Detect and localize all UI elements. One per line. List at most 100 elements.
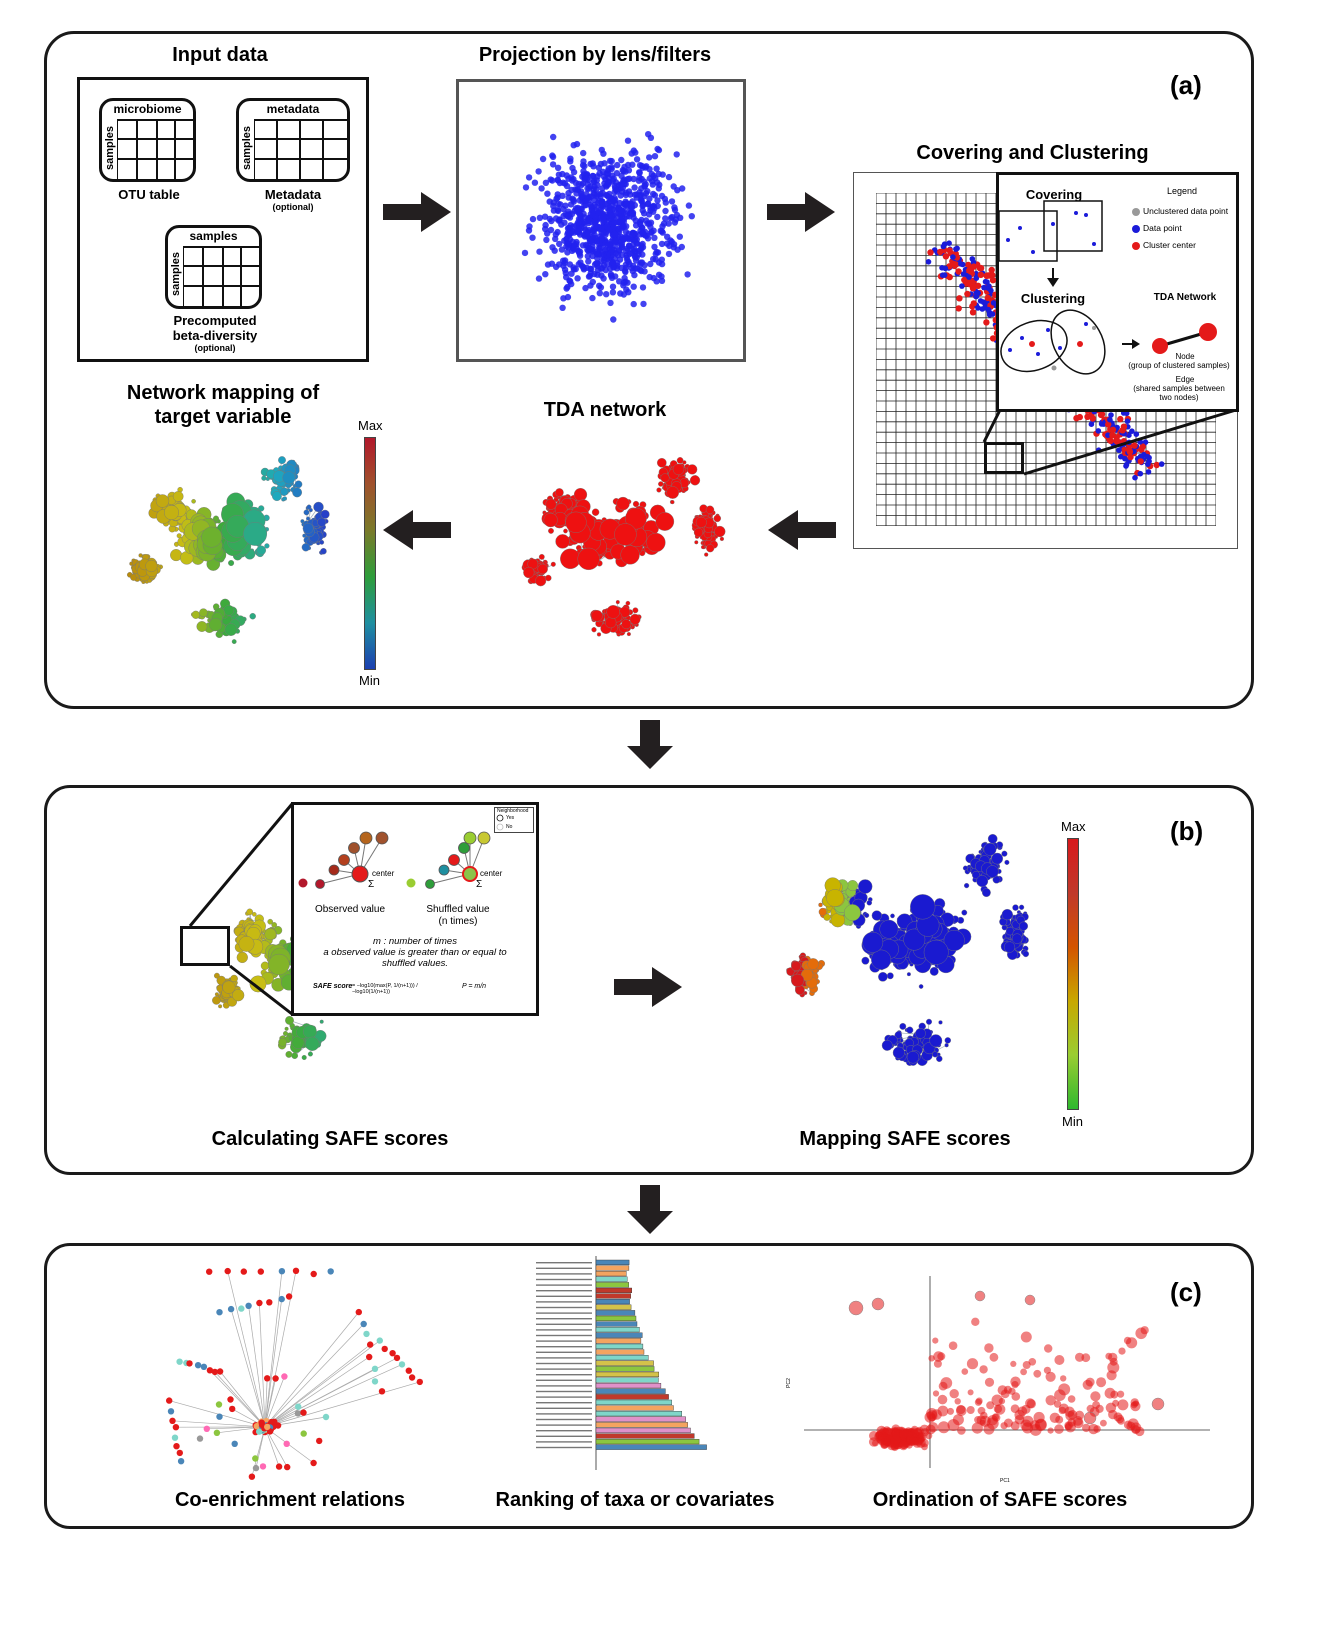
projection-point <box>593 186 600 193</box>
projection-point <box>637 221 644 228</box>
metadata-table-note: (optional) <box>272 202 314 212</box>
shuffled-center-label: center <box>480 869 503 878</box>
inset-clustering-diagram <box>1000 309 1217 375</box>
projection-point <box>584 181 592 188</box>
projection-point <box>671 204 678 211</box>
network-node <box>866 900 873 906</box>
network-node <box>278 456 286 464</box>
network-node <box>303 509 310 516</box>
network-node <box>246 908 253 916</box>
projection-point <box>554 164 562 171</box>
projection-box <box>456 79 746 362</box>
safe-inset <box>291 802 539 1016</box>
network-node <box>591 508 600 516</box>
m-definition-2: a observed value is greater than or equa… <box>323 947 507 958</box>
data-point <box>966 274 972 280</box>
inset-edge-desc-1: (shared samples between <box>1133 384 1225 393</box>
network-node <box>936 1055 943 1062</box>
projection-point <box>636 192 643 199</box>
network-node <box>944 1043 949 1048</box>
projection-point <box>660 220 668 227</box>
network-node <box>1001 850 1008 857</box>
metadata-table-side: samples <box>241 125 253 171</box>
cluster-center-point <box>970 300 977 307</box>
projection-point <box>648 229 655 236</box>
network-node <box>224 623 238 636</box>
network-node <box>278 1037 287 1047</box>
network-node <box>906 1026 914 1034</box>
observed-center-label: center <box>372 869 395 878</box>
projection-point <box>584 253 591 260</box>
projection-point <box>628 210 636 218</box>
projection-point <box>610 263 618 271</box>
projection-point <box>564 229 572 236</box>
network-node <box>238 936 255 952</box>
projection-point <box>577 205 584 213</box>
network-node <box>818 902 823 908</box>
projection-point <box>531 179 539 186</box>
metadata-table-caption: Metadata <box>264 187 322 202</box>
cluster-center-point <box>927 249 934 256</box>
projection-point <box>575 247 582 255</box>
projection-point <box>629 198 636 205</box>
inset-down-arrow <box>1047 268 1059 287</box>
observed-value-label: Observed value <box>314 904 386 915</box>
shuffled-neighborhood-diagram <box>406 831 491 889</box>
projection-point <box>662 215 669 222</box>
projection-point <box>593 249 600 256</box>
projection-point <box>643 232 650 239</box>
projection-point <box>598 272 605 279</box>
projection-point <box>587 265 594 272</box>
projection-point <box>654 197 661 204</box>
p-equation: P = m/n <box>462 983 487 990</box>
projection-point <box>622 189 630 196</box>
projection-point <box>636 169 643 176</box>
network-node <box>196 621 208 632</box>
network-node <box>232 989 245 1002</box>
projection-point <box>618 172 625 180</box>
projection-point <box>529 215 537 223</box>
projection-point <box>629 231 636 238</box>
inset-node-label: Node <box>1175 352 1195 361</box>
network-node <box>714 525 726 538</box>
network-node <box>573 487 588 502</box>
projection-point <box>552 231 559 238</box>
network-node <box>208 618 223 632</box>
projection-point <box>633 240 641 247</box>
projection-point <box>612 231 619 239</box>
cluster-center-point <box>1114 438 1122 446</box>
data-point <box>977 298 984 304</box>
projection-point <box>574 219 582 226</box>
projection-point <box>529 234 536 241</box>
network-node <box>223 604 235 616</box>
projection-point <box>626 175 633 182</box>
network-node <box>317 517 327 527</box>
projection-point <box>605 165 612 172</box>
cluster-center-point <box>955 268 962 275</box>
projection-point <box>658 273 665 280</box>
data-point <box>1108 412 1114 418</box>
projection-point <box>614 161 621 169</box>
network-node <box>264 928 277 941</box>
panel-b-tag: (b) <box>1170 816 1204 846</box>
projection-point <box>685 202 693 209</box>
projection-point <box>651 192 659 199</box>
network-node <box>705 505 715 515</box>
projection-point <box>591 219 599 226</box>
network-node <box>523 566 535 579</box>
data-point <box>982 305 988 311</box>
projection-point <box>602 246 609 254</box>
network-node <box>676 457 684 464</box>
data-point <box>1122 455 1128 462</box>
network-node <box>302 533 307 538</box>
projection-point <box>617 290 624 297</box>
network-node <box>672 463 685 476</box>
cluster-center-point <box>942 253 950 260</box>
network-node <box>938 1020 943 1025</box>
cluster-center-point <box>989 335 997 342</box>
projection-point <box>536 214 544 221</box>
colorbar-a-max: Max <box>358 418 383 433</box>
covering-title: Covering and Clustering <box>916 142 1149 164</box>
data-point <box>946 240 952 246</box>
network-node <box>971 871 980 880</box>
